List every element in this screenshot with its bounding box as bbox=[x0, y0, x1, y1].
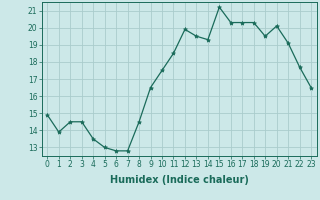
X-axis label: Humidex (Indice chaleur): Humidex (Indice chaleur) bbox=[110, 175, 249, 185]
